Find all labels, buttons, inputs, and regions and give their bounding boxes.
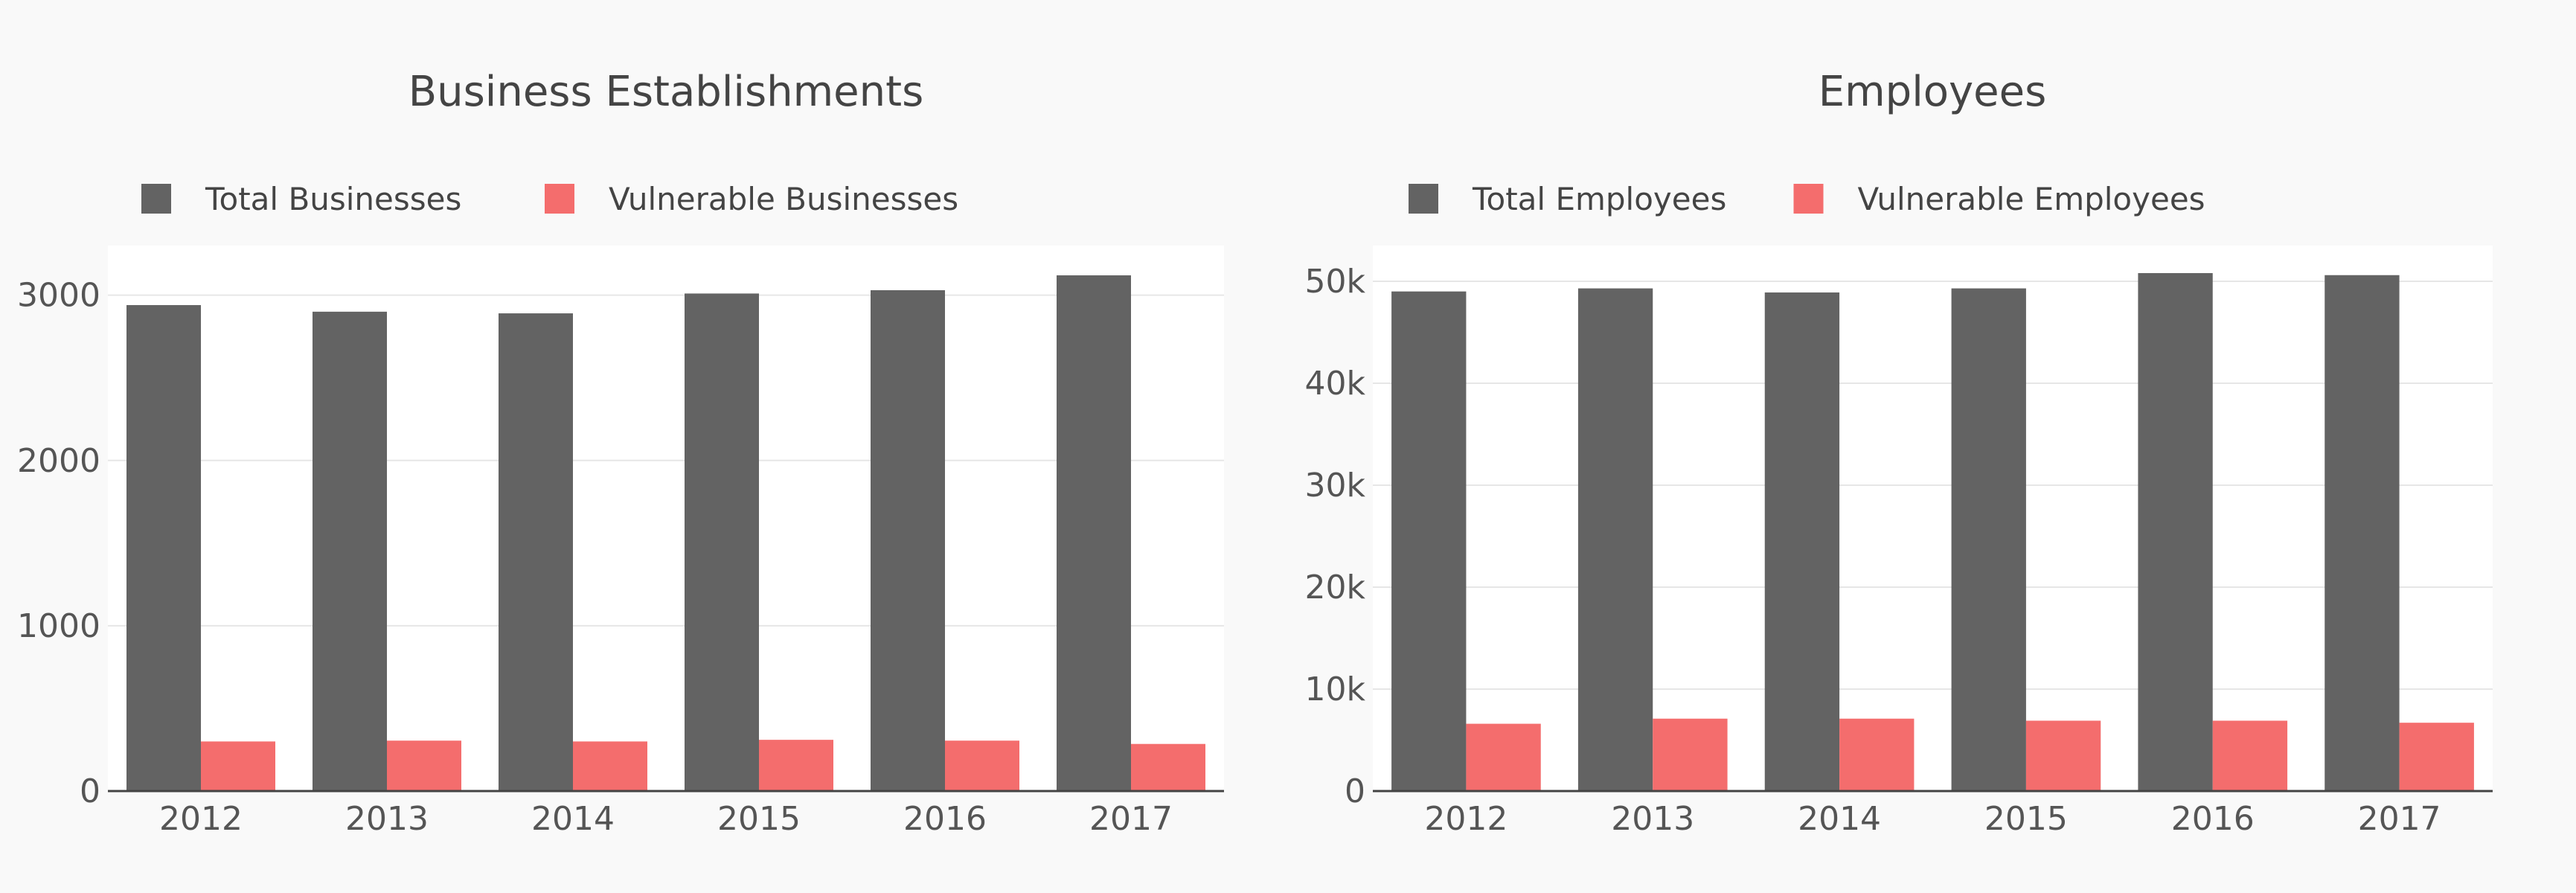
bar-vulnerable-2012[interactable]	[201, 741, 275, 791]
bar-total-2012[interactable]	[126, 304, 201, 791]
y-tick-label: 1000	[17, 607, 100, 645]
y-tick-label: 0	[1345, 772, 1365, 810]
chart-title: Business Establishments	[408, 68, 924, 116]
y-tick-label: 2000	[17, 442, 100, 480]
legend-label: Vulnerable Businesses	[609, 181, 958, 217]
x-tick-label: 2016	[903, 800, 987, 838]
y-tick-label: 20k	[1305, 569, 1366, 606]
bar-vulnerable-2015[interactable]	[2025, 720, 2101, 791]
plot-area	[108, 246, 1224, 791]
bars	[126, 275, 1205, 791]
legend-label: Total Employees	[1472, 181, 1726, 217]
bar-total-2013[interactable]	[1577, 288, 1653, 791]
x-tick-label: 2014	[1798, 800, 1881, 838]
bar-total-2014[interactable]	[499, 313, 573, 791]
y-tick-label: 50k	[1305, 263, 1366, 301]
x-tick-label: 2016	[2171, 800, 2255, 838]
x-tick-label: 2012	[1424, 800, 1508, 838]
legend-item[interactable]: Vulnerable Employees	[1793, 181, 2205, 217]
bar-vulnerable-2013[interactable]	[387, 740, 461, 791]
y-axis: 0 10k 20k 30k 40k 50k	[1305, 263, 2493, 810]
bar-vulnerable-2016[interactable]	[2212, 720, 2288, 791]
x-tick-label: 2013	[345, 800, 429, 838]
legend: Total Employees Vulnerable Employees	[1409, 181, 2205, 217]
chart-1: Business Establishments Total Businesses V…	[17, 68, 1224, 838]
y-tick-label: 0	[80, 772, 100, 810]
bar-vulnerable-2015[interactable]	[759, 740, 833, 791]
legend-swatch	[141, 184, 171, 214]
bar-total-2012[interactable]	[1391, 291, 1467, 792]
bar-total-2013[interactable]	[313, 311, 387, 791]
y-tick-label: 3000	[17, 277, 100, 315]
x-tick-label: 2012	[159, 800, 243, 838]
legend-item[interactable]: Total Businesses	[141, 181, 461, 217]
y-axis: 0 1000 2000 3000	[17, 277, 1224, 810]
plot-area	[1373, 246, 2493, 791]
legend-item[interactable]: Vulnerable Businesses	[545, 181, 958, 217]
y-tick-label: 40k	[1305, 365, 1366, 403]
x-tick-label: 2015	[717, 800, 801, 838]
bar-total-2016[interactable]	[2138, 272, 2213, 791]
bars	[1391, 272, 2474, 792]
x-tick-label: 2013	[1611, 800, 1694, 838]
x-tick-label: 2014	[531, 800, 615, 838]
legend: Total Businesses Vulnerable Businesses	[141, 181, 958, 217]
x-tick-label: 2015	[1984, 800, 2068, 838]
bar-vulnerable-2013[interactable]	[1653, 718, 1728, 791]
bar-vulnerable-2014[interactable]	[1839, 718, 1915, 791]
legend-swatch	[1409, 184, 1438, 214]
chart-2: Employees Total Employees Vulnerable Emplo…	[1305, 68, 2493, 838]
y-tick-label: 30k	[1305, 467, 1366, 505]
bar-vulnerable-2012[interactable]	[1466, 723, 1541, 791]
x-tick-label: 2017	[1089, 800, 1173, 838]
bar-total-2017[interactable]	[2325, 275, 2400, 792]
bar-total-2015[interactable]	[685, 293, 759, 791]
bar-vulnerable-2016[interactable]	[945, 740, 1019, 791]
bar-total-2015[interactable]	[1951, 288, 2026, 791]
y-tick-label: 10k	[1305, 670, 1366, 708]
bar-vulnerable-2014[interactable]	[573, 741, 647, 791]
legend-label: Vulnerable Employees	[1858, 181, 2205, 217]
chart-title: Employees	[1819, 68, 2047, 116]
bar-vulnerable-2017[interactable]	[1131, 743, 1205, 791]
legend-swatch	[545, 184, 574, 214]
legend-swatch	[1793, 184, 1824, 214]
legend-item[interactable]: Total Employees	[1409, 181, 1726, 217]
bar-total-2014[interactable]	[1764, 292, 1840, 791]
bar-total-2016[interactable]	[871, 289, 945, 791]
bar-vulnerable-2017[interactable]	[2399, 723, 2474, 791]
legend-label: Total Businesses	[205, 181, 461, 217]
x-tick-label: 2017	[2358, 800, 2441, 838]
bar-total-2017[interactable]	[1057, 275, 1131, 791]
